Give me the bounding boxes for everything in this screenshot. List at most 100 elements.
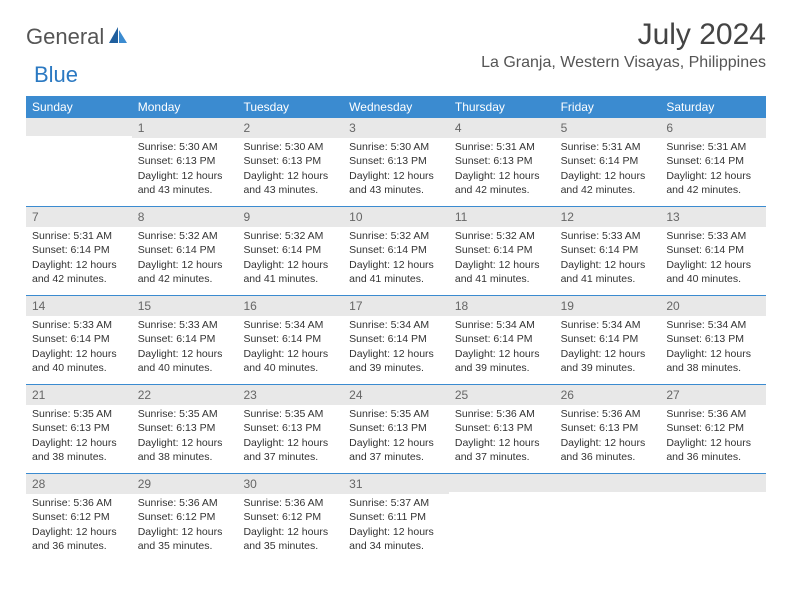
day-number [26,118,132,136]
day-cell: 17Sunrise: 5:34 AMSunset: 6:14 PMDayligh… [343,296,449,384]
day-detail-line: Sunrise: 5:34 AM [561,318,655,332]
day-detail-line: Sunset: 6:14 PM [455,332,549,346]
day-number: 14 [26,296,132,316]
day-number: 22 [132,385,238,405]
day-detail-line: Sunrise: 5:31 AM [561,140,655,154]
day-cell: 30Sunrise: 5:36 AMSunset: 6:12 PMDayligh… [237,474,343,562]
day-detail-line: Sunrise: 5:30 AM [349,140,443,154]
day-detail-line: Daylight: 12 hours and 36 minutes. [561,436,655,464]
day-detail-line: Daylight: 12 hours and 38 minutes. [666,347,760,375]
day-detail-line: Sunset: 6:14 PM [561,332,655,346]
day-detail-line: Sunrise: 5:35 AM [349,407,443,421]
day-body: Sunrise: 5:36 AMSunset: 6:12 PMDaylight:… [237,494,343,559]
day-detail-line: Daylight: 12 hours and 39 minutes. [561,347,655,375]
day-detail-line: Sunset: 6:14 PM [243,243,337,257]
day-detail-line: Sunrise: 5:31 AM [32,229,126,243]
day-detail-line: Daylight: 12 hours and 39 minutes. [455,347,549,375]
day-detail-line: Daylight: 12 hours and 40 minutes. [243,347,337,375]
day-detail-line: Daylight: 12 hours and 41 minutes. [561,258,655,286]
day-detail-line: Daylight: 12 hours and 43 minutes. [243,169,337,197]
week-row: 7Sunrise: 5:31 AMSunset: 6:14 PMDaylight… [26,207,766,296]
day-number: 21 [26,385,132,405]
day-body: Sunrise: 5:36 AMSunset: 6:12 PMDaylight:… [132,494,238,559]
day-detail-line: Sunrise: 5:36 AM [243,496,337,510]
day-detail-line: Daylight: 12 hours and 35 minutes. [243,525,337,553]
day-detail-line: Sunrise: 5:30 AM [138,140,232,154]
day-body: Sunrise: 5:31 AMSunset: 6:14 PMDaylight:… [660,138,766,203]
day-number: 31 [343,474,449,494]
day-cell: 27Sunrise: 5:36 AMSunset: 6:12 PMDayligh… [660,385,766,473]
day-cell [660,474,766,562]
day-cell [449,474,555,562]
day-cell: 4Sunrise: 5:31 AMSunset: 6:13 PMDaylight… [449,118,555,206]
day-detail-line: Sunset: 6:13 PM [138,421,232,435]
day-detail-line: Sunset: 6:12 PM [138,510,232,524]
day-number: 9 [237,207,343,227]
day-cell: 31Sunrise: 5:37 AMSunset: 6:11 PMDayligh… [343,474,449,562]
day-cell [555,474,661,562]
day-detail-line: Sunrise: 5:36 AM [666,407,760,421]
day-body: Sunrise: 5:35 AMSunset: 6:13 PMDaylight:… [132,405,238,470]
day-cell: 2 Sunrise: 5:30 AMSunset: 6:13 PMDaylight… [237,118,343,206]
day-detail-line: Daylight: 12 hours and 42 minutes. [455,169,549,197]
day-detail-line: Sunrise: 5:35 AM [138,407,232,421]
weeks-container: 1Sunrise: 5:30 AMSunset: 6:13 PMDaylight… [26,118,766,562]
day-detail-line: Daylight: 12 hours and 36 minutes. [666,436,760,464]
day-number: 23 [237,385,343,405]
day-body [26,136,132,196]
day-number: 15 [132,296,238,316]
day-number [449,474,555,492]
day-cell: 21Sunrise: 5:35 AMSunset: 6:13 PMDayligh… [26,385,132,473]
day-cell: 26Sunrise: 5:36 AMSunset: 6:13 PMDayligh… [555,385,661,473]
day-cell: 10Sunrise: 5:32 AMSunset: 6:14 PMDayligh… [343,207,449,295]
day-detail-line: Sunset: 6:14 PM [32,332,126,346]
day-number: 24 [343,385,449,405]
day-detail-line: Sunset: 6:13 PM [666,332,760,346]
month-title: July 2024 [481,18,766,52]
day-detail-line: Sunrise: 5:32 AM [138,229,232,243]
day-detail-line: Sunset: 6:13 PM [243,154,337,168]
day-body: Sunrise: 5:34 AMSunset: 6:14 PMDaylight:… [449,316,555,381]
day-detail-line: Daylight: 12 hours and 43 minutes. [138,169,232,197]
day-cell: 14Sunrise: 5:33 AMSunset: 6:14 PMDayligh… [26,296,132,384]
day-body: Sunrise: 5:34 AMSunset: 6:14 PMDaylight:… [343,316,449,381]
day-cell: 7Sunrise: 5:31 AMSunset: 6:14 PMDaylight… [26,207,132,295]
day-body: Sunrise: 5:35 AMSunset: 6:13 PMDaylight:… [343,405,449,470]
week-row: 14Sunrise: 5:33 AMSunset: 6:14 PMDayligh… [26,296,766,385]
day-detail-line: Sunset: 6:13 PM [455,154,549,168]
day-cell: 6Sunrise: 5:31 AMSunset: 6:14 PMDaylight… [660,118,766,206]
logo-text-general: General [26,24,104,50]
logo: General [26,18,130,50]
day-detail-line: Sunset: 6:13 PM [349,154,443,168]
day-body: Sunrise: 5:36 AMSunset: 6:13 PMDaylight:… [555,405,661,470]
day-cell: 29Sunrise: 5:36 AMSunset: 6:12 PMDayligh… [132,474,238,562]
day-detail-line: Sunset: 6:13 PM [243,421,337,435]
day-cell: 22Sunrise: 5:35 AMSunset: 6:13 PMDayligh… [132,385,238,473]
day-detail-line: Daylight: 12 hours and 38 minutes. [138,436,232,464]
day-body: Sunrise: 5:35 AMSunset: 6:13 PMDaylight:… [237,405,343,470]
week-row: 28Sunrise: 5:36 AMSunset: 6:12 PMDayligh… [26,474,766,562]
logo-sail-icon [108,26,128,49]
day-cell: 15Sunrise: 5:33 AMSunset: 6:14 PMDayligh… [132,296,238,384]
day-number: 20 [660,296,766,316]
weekday-wednesday: Wednesday [343,96,449,118]
weekday-sunday: Sunday [26,96,132,118]
day-cell [26,118,132,206]
day-detail-line: Daylight: 12 hours and 37 minutes. [349,436,443,464]
day-number: 2 [237,118,343,138]
weekday-monday: Monday [132,96,238,118]
day-detail-line: Sunrise: 5:31 AM [666,140,760,154]
day-detail-line: Sunset: 6:14 PM [561,154,655,168]
day-number: 10 [343,207,449,227]
day-body: Sunrise: 5:32 AMSunset: 6:14 PMDaylight:… [132,227,238,292]
day-cell: 24Sunrise: 5:35 AMSunset: 6:13 PMDayligh… [343,385,449,473]
day-detail-line: Daylight: 12 hours and 38 minutes. [32,436,126,464]
day-detail-line: Daylight: 12 hours and 43 minutes. [349,169,443,197]
title-block: July 2024 La Granja, Western Visayas, Ph… [481,18,766,72]
day-number: 19 [555,296,661,316]
day-detail-line: Sunrise: 5:34 AM [349,318,443,332]
location-subtitle: La Granja, Western Visayas, Philippines [481,54,766,72]
day-number: 6 [660,118,766,138]
day-detail-line: Sunrise: 5:30 AM [243,140,337,154]
day-detail-line: Daylight: 12 hours and 42 minutes. [561,169,655,197]
